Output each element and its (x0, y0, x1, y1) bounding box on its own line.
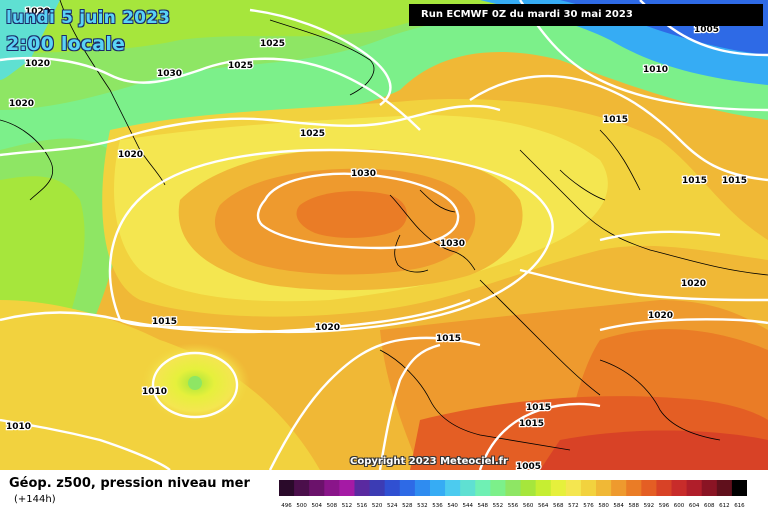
isobar-labels: 1025 1020 1030 1025 1020 1025 1020 1030 1030 1015… (5, 6, 749, 470)
legend-label: 616 (734, 503, 745, 509)
legend-label: 580 (598, 503, 609, 509)
legend-label: 560 (523, 503, 534, 509)
legend-swatch (701, 480, 718, 496)
legend-label: 500 (296, 503, 307, 509)
copyright-notice: Copyright 2023 Meteociel.fr (350, 456, 508, 467)
legend-label: 608 (704, 503, 715, 509)
isobar-label: 1015 (722, 176, 747, 186)
isobar-label: 1020 (648, 311, 673, 321)
legend-swatch (279, 480, 295, 496)
date-title: lundi 5 juin 2023 (6, 8, 171, 28)
legend-label: 496 (281, 503, 292, 509)
isobar-label: 1025 (260, 39, 285, 49)
color-scale-labels: 496 500 504 508 512 516 520 524 528 532 536 540 544 5… (281, 503, 745, 509)
isobar-label: 1030 (351, 169, 376, 179)
legend-label: 544 (462, 503, 473, 509)
legend-label: 596 (659, 503, 670, 509)
run-banner: Run ECMWF 0Z du mardi 30 mai 2023 (409, 4, 763, 26)
legend-label: 528 (402, 503, 413, 509)
legend-swatch (535, 480, 552, 496)
legend-swatch (686, 480, 703, 496)
legend-swatch (369, 480, 386, 496)
color-scale-legend (279, 480, 747, 496)
legend-swatch (656, 480, 673, 496)
legend-label: 552 (493, 503, 504, 509)
legend-label: 604 (689, 503, 700, 509)
legend-label: 568 (553, 503, 564, 509)
legend-label: 612 (719, 503, 730, 509)
legend-label: 576 (583, 503, 594, 509)
isobar-label: 1015 (526, 403, 551, 413)
legend-swatch (460, 480, 476, 496)
legend-swatch (716, 480, 733, 496)
isobar-label: 1030 (157, 69, 182, 79)
legend-label: 592 (644, 503, 655, 509)
legend-swatch (565, 480, 582, 496)
legend-swatch (475, 480, 491, 496)
legend-label: 572 (568, 503, 579, 509)
legend-swatch (445, 480, 461, 496)
legend-swatch (399, 480, 416, 496)
legend-label: 516 (357, 503, 368, 509)
legend-swatch (580, 480, 597, 496)
legend-label: 532 (417, 503, 428, 509)
legend-swatch (641, 480, 657, 496)
isobar-label: 1020 (681, 279, 706, 289)
legend-label: 540 (447, 503, 458, 509)
isobar-label: 1030 (440, 239, 465, 249)
legend-swatch (550, 480, 567, 496)
legend-label: 508 (327, 503, 338, 509)
legend-swatch (429, 480, 446, 496)
legend-label: 520 (372, 503, 383, 509)
chart-caption: Géop. z500, pression niveau mer (9, 476, 250, 491)
legend-swatch (324, 480, 340, 496)
legend-swatch (520, 480, 537, 496)
isobar-label: 1015 (436, 334, 461, 344)
weather-map: 1025 1020 1030 1025 1020 1025 1020 1030 1030 1015… (0, 0, 768, 470)
isobar-label: 1010 (643, 65, 668, 75)
isobar-label: 1010 (142, 387, 167, 397)
local-time-title: 2:00 locale (6, 33, 126, 55)
legend-swatch (490, 480, 506, 496)
legend-swatch (596, 480, 612, 496)
isobar-label: 1015 (152, 317, 177, 327)
legend-label: 524 (387, 503, 398, 509)
legend-label: 564 (538, 503, 549, 509)
lead-time: (+144h) (14, 494, 56, 505)
isobar-label: 1015 (519, 419, 544, 429)
isobar-label: 1015 (603, 115, 628, 125)
legend-swatch (384, 480, 401, 496)
legend-swatch (339, 480, 355, 496)
legend-label: 584 (613, 503, 624, 509)
geopotential-field: 1025 1020 1030 1025 1020 1025 1020 1030 1030 1015… (0, 0, 768, 470)
legend-label: 588 (629, 503, 640, 509)
isobar-label: 1020 (9, 99, 34, 109)
isobar-label: 1025 (228, 61, 253, 71)
legend-swatch (611, 480, 627, 496)
legend-swatch (414, 480, 431, 496)
legend-swatch (354, 480, 371, 496)
legend-swatch (731, 480, 747, 496)
legend-label: 504 (311, 503, 322, 509)
legend-swatch (671, 480, 688, 496)
legend-swatch (294, 480, 310, 496)
isobar-label: 1015 (682, 176, 707, 186)
legend-label: 600 (674, 503, 685, 509)
isobar-label: 1020 (118, 150, 143, 160)
isobar-label: 1020 (315, 323, 340, 333)
legend-swatch (505, 480, 522, 496)
isobar-label: 1010 (6, 422, 31, 432)
isobar-label: 1020 (25, 7, 50, 17)
legend-label: 548 (478, 503, 489, 509)
isobar-label: 1025 (300, 129, 325, 139)
legend-label: 536 (432, 503, 443, 509)
legend-label: 512 (342, 503, 353, 509)
footer-bar: Géop. z500, pression niveau mer (+144h) … (0, 470, 768, 512)
legend-swatch (626, 480, 642, 496)
isobar-label: 1005 (516, 462, 541, 470)
legend-label: 556 (508, 503, 519, 509)
isobar-label: 1020 (25, 59, 50, 69)
isobar-label: 1005 (694, 25, 719, 35)
legend-swatch (309, 480, 325, 496)
